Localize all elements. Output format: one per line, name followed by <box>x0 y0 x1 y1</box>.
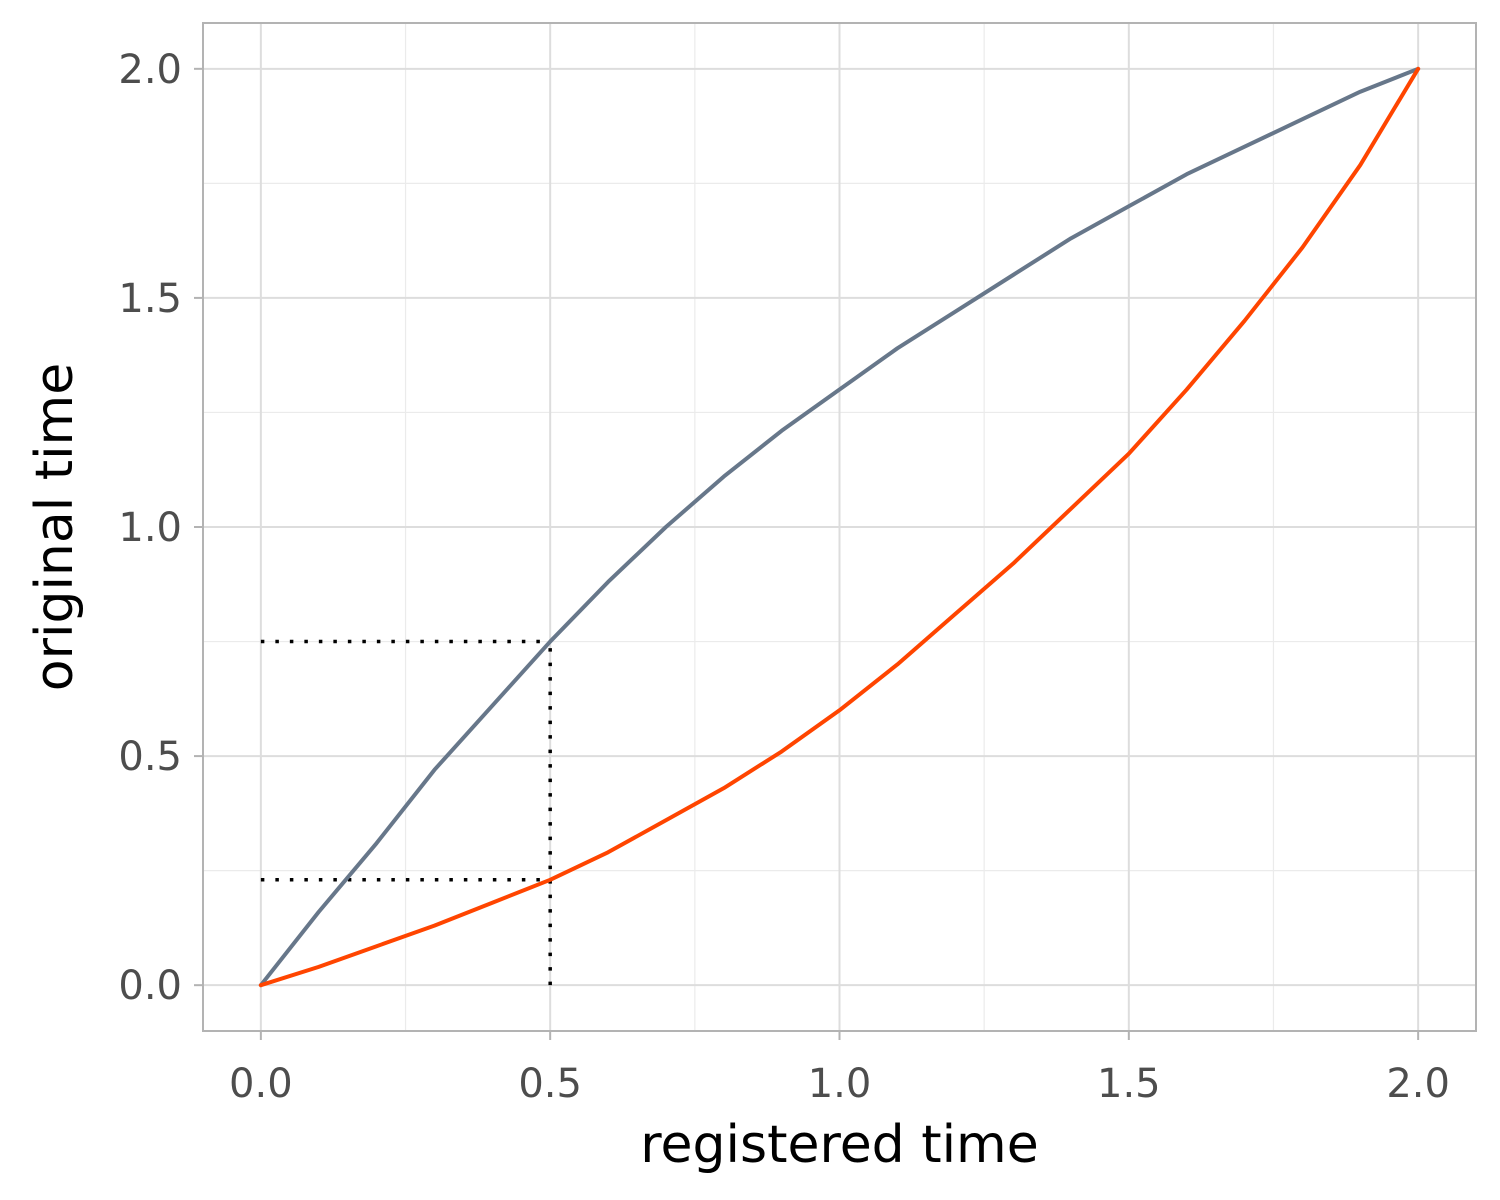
x-axis-title: registered time <box>640 1115 1038 1175</box>
series-line-1 <box>258 66 1421 988</box>
x-tick-label-3: 1.5 <box>1097 1061 1161 1107</box>
y-tick-label-1: 0.5 <box>118 734 182 780</box>
y-tick-label-4: 2.0 <box>118 47 182 93</box>
y-tick-label-0: 0.0 <box>118 963 182 1009</box>
x-tick-label-4: 2.0 <box>1386 1061 1450 1107</box>
y-axis-title: original time <box>25 363 85 691</box>
y-tick-label-2: 1.0 <box>118 505 182 551</box>
series-lines <box>258 66 1421 988</box>
x-tick-label-2: 1.0 <box>808 1061 872 1107</box>
series-line-0 <box>258 66 1421 988</box>
x-tick-label-0: 0.0 <box>229 1061 293 1107</box>
grid-lines <box>203 23 1476 1031</box>
y-axis-ticks: 0.0 0.5 1.0 1.5 2.0 <box>118 47 203 1009</box>
x-axis-ticks: 0.0 0.5 1.0 1.5 2.0 <box>229 1031 1450 1107</box>
x-tick-label-1: 0.5 <box>518 1061 582 1107</box>
y-tick-label-3: 1.5 <box>118 276 182 322</box>
